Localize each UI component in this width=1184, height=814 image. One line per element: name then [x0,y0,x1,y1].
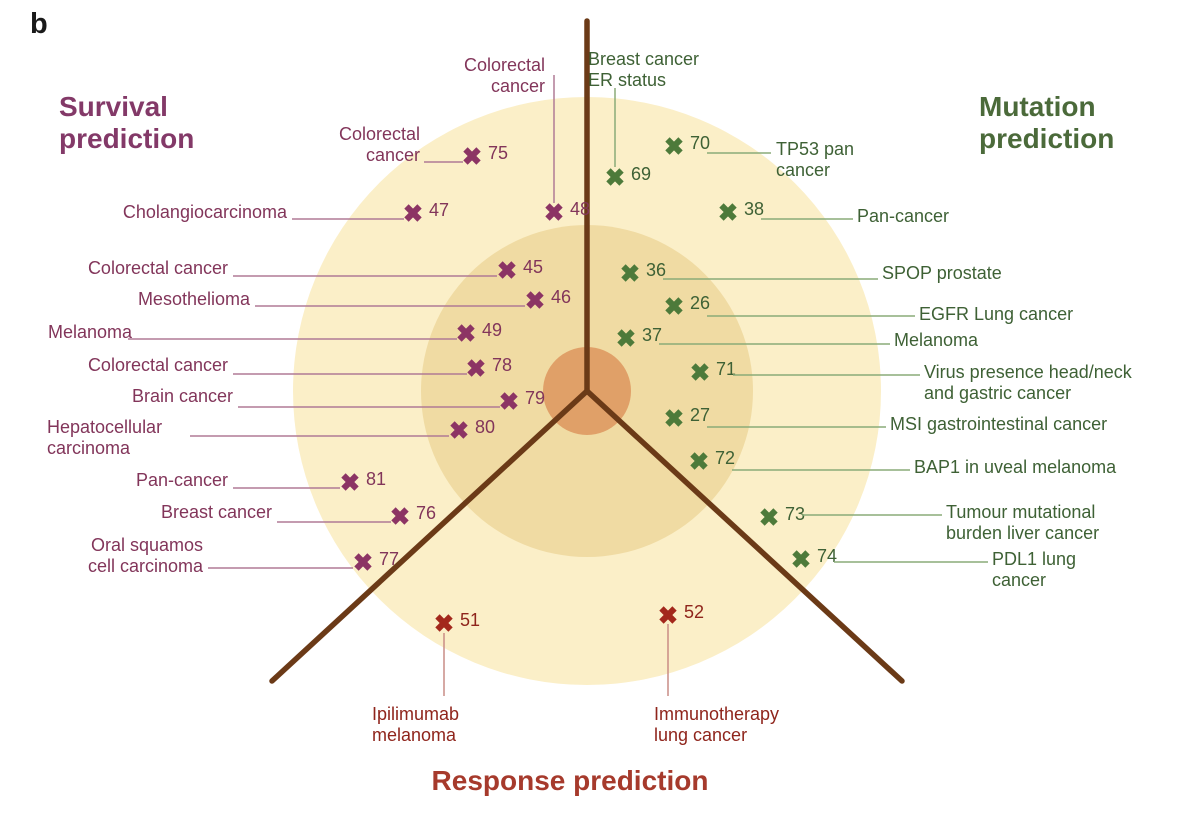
svg-text:Melanoma: Melanoma [894,330,979,350]
svg-text:and gastric cancer: and gastric cancer [924,383,1071,403]
svg-text:72: 72 [715,448,735,468]
svg-text:69: 69 [631,164,651,184]
svg-text:BAP1 in uveal melanoma: BAP1 in uveal melanoma [914,457,1117,477]
svg-text:Ipilimumab: Ipilimumab [372,704,459,724]
svg-text:MSI gastrointestinal cancer: MSI gastrointestinal cancer [890,414,1107,434]
svg-text:Colorectal: Colorectal [464,55,545,75]
svg-text:Oral squamos: Oral squamos [91,535,203,555]
svg-text:37: 37 [642,325,662,345]
svg-text:52: 52 [684,602,704,622]
svg-text:73: 73 [785,504,805,524]
svg-text:cancer: cancer [776,160,830,180]
svg-text:Colorectal: Colorectal [339,124,420,144]
svg-text:cancer: cancer [992,570,1046,590]
svg-text:Virus presence head/neck: Virus presence head/neck [924,362,1133,382]
svg-text:77: 77 [379,549,399,569]
svg-text:prediction: prediction [979,123,1114,154]
svg-text:71: 71 [716,359,736,379]
svg-text:b: b [30,8,48,40]
svg-text:45: 45 [523,257,543,277]
svg-text:carcinoma: carcinoma [47,438,131,458]
svg-text:Melanoma: Melanoma [48,322,133,342]
svg-text:prediction: prediction [59,123,194,154]
svg-text:Hepatocellular: Hepatocellular [47,417,162,437]
svg-text:melanoma: melanoma [372,725,457,745]
svg-text:cancer: cancer [366,145,420,165]
svg-text:Mutation: Mutation [979,91,1096,122]
svg-text:38: 38 [744,199,764,219]
svg-text:80: 80 [475,417,495,437]
svg-text:51: 51 [460,610,480,630]
svg-text:cell carcinoma: cell carcinoma [88,556,204,576]
svg-text:47: 47 [429,200,449,220]
svg-text:79: 79 [525,388,545,408]
svg-text:27: 27 [690,405,710,425]
svg-text:78: 78 [492,355,512,375]
svg-text:burden liver cancer: burden liver cancer [946,523,1099,543]
svg-text:lung cancer: lung cancer [654,725,747,745]
svg-text:81: 81 [366,469,386,489]
svg-text:49: 49 [482,320,502,340]
svg-text:Immunotherapy: Immunotherapy [654,704,779,724]
svg-text:SPOP prostate: SPOP prostate [882,263,1002,283]
svg-text:TP53 pan: TP53 pan [776,139,854,159]
svg-text:cancer: cancer [491,76,545,96]
svg-text:Mesothelioma: Mesothelioma [138,289,251,309]
svg-text:75: 75 [488,143,508,163]
svg-text:Pan-cancer: Pan-cancer [857,206,949,226]
svg-text:Tumour mutational: Tumour mutational [946,502,1095,522]
svg-text:PDL1 lung: PDL1 lung [992,549,1076,569]
svg-text:Brain cancer: Brain cancer [132,386,233,406]
svg-text:70: 70 [690,133,710,153]
svg-text:Response prediction: Response prediction [432,765,709,796]
svg-text:Breast cancer: Breast cancer [161,502,272,522]
svg-text:Colorectal cancer: Colorectal cancer [88,258,228,278]
svg-text:Survival: Survival [59,91,168,122]
svg-text:Breast cancer: Breast cancer [588,49,699,69]
svg-text:Cholangiocarcinoma: Cholangiocarcinoma [123,202,288,222]
svg-text:EGFR Lung cancer: EGFR Lung cancer [919,304,1073,324]
svg-text:Pan-cancer: Pan-cancer [136,470,228,490]
svg-text:36: 36 [646,260,666,280]
svg-text:48: 48 [570,199,590,219]
svg-text:74: 74 [817,546,837,566]
svg-text:76: 76 [416,503,436,523]
svg-text:46: 46 [551,287,571,307]
svg-text:26: 26 [690,293,710,313]
svg-text:Colorectal cancer: Colorectal cancer [88,355,228,375]
svg-text:ER status: ER status [588,70,666,90]
